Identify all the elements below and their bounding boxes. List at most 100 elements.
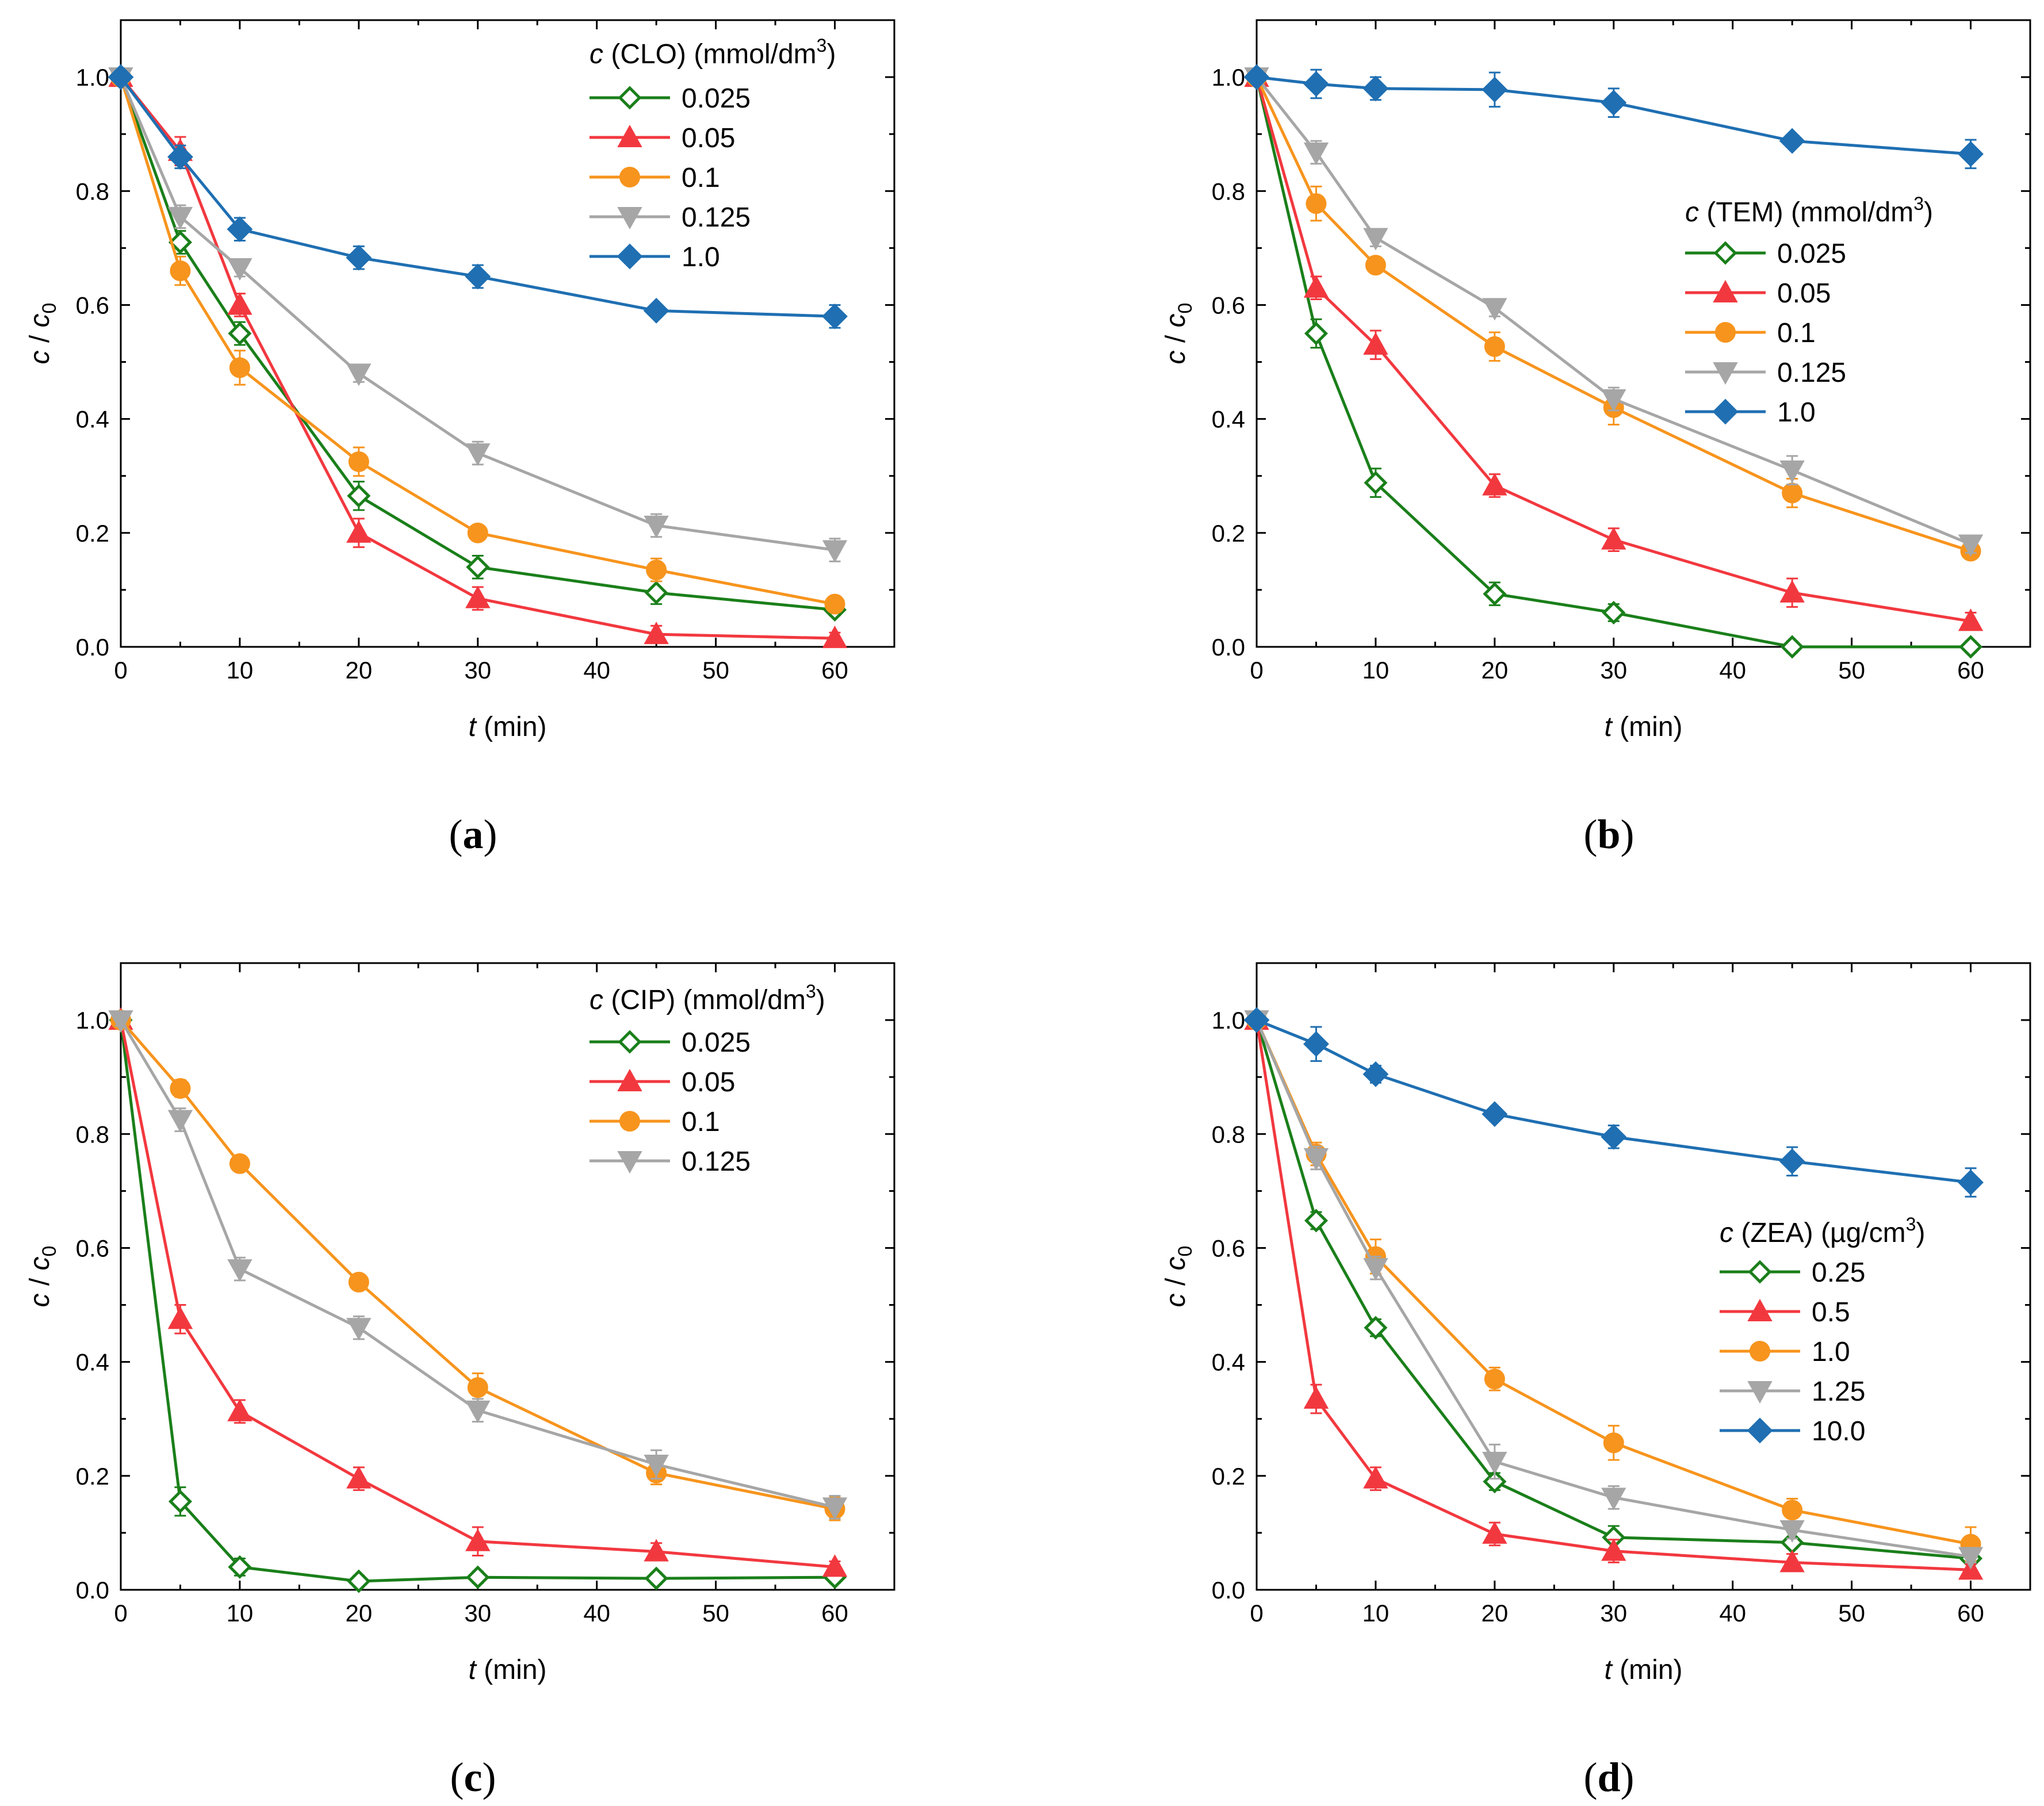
legend-marker	[1713, 279, 1738, 302]
data-point	[1364, 1316, 1388, 1340]
data-point	[108, 1010, 133, 1033]
legend-label: 0.025	[1777, 239, 1846, 269]
legend-marker	[1750, 1341, 1770, 1362]
data-point	[644, 1566, 668, 1590]
x-tick-label: 40	[1719, 657, 1746, 684]
data-point	[1601, 1124, 1627, 1150]
y-tick-label: 0.0	[76, 1577, 109, 1604]
data-point	[822, 1497, 848, 1520]
y-tick-label: 0.6	[76, 292, 109, 319]
y-tick-label: 0.8	[76, 178, 109, 205]
data-point	[229, 1153, 250, 1174]
x-tick-label: 20	[345, 1600, 372, 1627]
y-tick-label: 1.0	[1212, 1007, 1245, 1034]
y-tick-label: 0.2	[76, 1463, 109, 1490]
y-tick-label: 0.8	[1212, 178, 1245, 205]
y-tick-label: 0.6	[1212, 1234, 1245, 1261]
data-point	[1303, 1386, 1329, 1409]
legend-label: 0.5	[1812, 1297, 1850, 1328]
x-tick-label: 10	[227, 657, 254, 684]
data-point	[1782, 482, 1803, 504]
data-point	[822, 540, 848, 563]
data-point	[1780, 635, 1804, 659]
data-point	[644, 515, 669, 538]
legend-label: 0.125	[1777, 358, 1846, 388]
data-point	[465, 585, 491, 608]
data-point	[346, 244, 372, 271]
legend-label: 0.025	[682, 1027, 751, 1058]
series-0.125	[1244, 67, 1984, 557]
data-point	[1601, 1538, 1626, 1561]
data-point	[1601, 90, 1627, 116]
data-point	[346, 1466, 372, 1489]
plot-frame	[120, 19, 895, 648]
data-point	[644, 1455, 669, 1478]
data-point	[467, 522, 488, 543]
panel-label: (b)	[1583, 811, 1634, 857]
data-point	[1243, 64, 1270, 90]
data-point	[1482, 1101, 1508, 1128]
series-line	[1255, 76, 1971, 649]
y-tick-label: 0.4	[76, 1349, 109, 1376]
data-point	[346, 520, 372, 543]
data-point	[167, 144, 193, 170]
legend-marker	[1747, 1298, 1773, 1321]
series-line	[1255, 76, 1972, 553]
y-tick-label: 1.0	[76, 1007, 109, 1034]
series-1.0	[1246, 1010, 1981, 1562]
series-0.025	[1245, 65, 1983, 659]
legend-marker	[1713, 241, 1737, 265]
data-point	[1303, 275, 1329, 298]
legend-label: 1.0	[682, 242, 720, 273]
data-point	[1363, 228, 1388, 251]
x-tick-label: 40	[583, 1600, 610, 1627]
legend-title: c (ZEA) (µg/cm3)	[1720, 1214, 1925, 1248]
legend-label: 1.0	[1812, 1337, 1850, 1367]
series-0.05	[108, 1007, 848, 1577]
x-axis-title: t (min)	[469, 1655, 547, 1685]
series-1.0	[1243, 64, 1984, 170]
data-point	[644, 581, 668, 605]
legend-marker	[1715, 322, 1736, 343]
data-point	[108, 64, 134, 90]
data-point	[227, 1398, 252, 1421]
data-point	[1482, 1521, 1507, 1544]
data-point	[1779, 1148, 1805, 1175]
data-point	[1779, 460, 1805, 483]
data-point	[643, 297, 669, 324]
legend-title: c (TEM) (mmol/dm3)	[1685, 193, 1933, 228]
series-0.125	[108, 67, 848, 563]
data-point	[167, 1306, 193, 1329]
legend-marker	[1747, 1381, 1773, 1404]
x-tick-label: 20	[345, 657, 372, 684]
data-point	[1958, 608, 1984, 631]
legend-label: 0.05	[682, 1067, 735, 1098]
data-point	[227, 258, 252, 281]
legend-marker	[1747, 1417, 1773, 1444]
legend-label: 0.25	[1812, 1257, 1865, 1288]
legend-marker	[1713, 362, 1738, 385]
x-tick-label: 30	[464, 1600, 491, 1627]
y-tick-label: 0.0	[1212, 1577, 1245, 1604]
legend-marker	[619, 167, 640, 187]
y-tick-label: 0.2	[1212, 1463, 1245, 1490]
data-point	[1303, 142, 1329, 165]
data-point	[227, 292, 252, 315]
y-axis-title: c / c0	[1161, 303, 1196, 365]
y-tick-label: 0.8	[1212, 1121, 1245, 1148]
x-axis-title: t (min)	[469, 712, 547, 742]
data-point	[1958, 1170, 1984, 1195]
x-tick-label: 30	[1600, 657, 1627, 684]
legend: c (TEM) (mmol/dm3) 0.025 0.05 0.1 0.125 1.0	[1685, 193, 1933, 428]
data-point	[1958, 534, 1984, 557]
y-tick-label: 1.0	[76, 64, 109, 91]
x-tick-label: 0	[1250, 1600, 1263, 1627]
legend-marker	[617, 1068, 642, 1091]
data-point	[1603, 1432, 1624, 1454]
legend-marker	[1748, 1260, 1772, 1284]
data-point	[1362, 1061, 1389, 1087]
data-point	[348, 1271, 369, 1293]
legend-label: 0.1	[1777, 318, 1816, 348]
data-point	[168, 230, 192, 254]
legend-marker	[617, 124, 642, 147]
